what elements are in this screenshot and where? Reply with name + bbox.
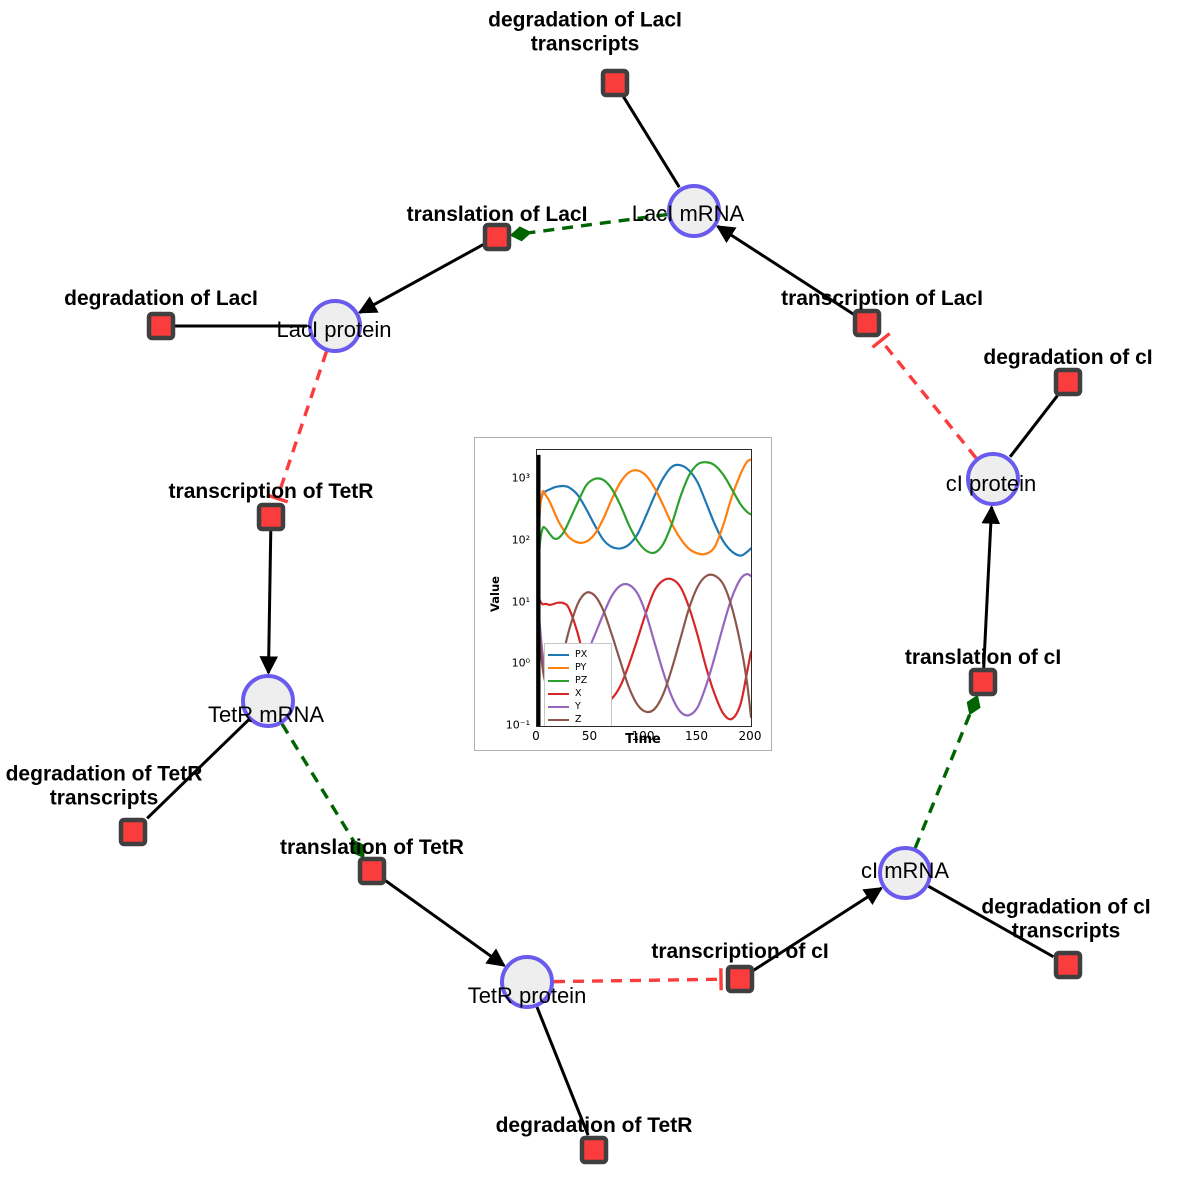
- species-node-tetr_protein[interactable]: [500, 955, 554, 1009]
- reaction-label-deg_tetr_transcripts: degradation of TetR transcripts: [5, 762, 203, 809]
- chart-series-X: [537, 577, 751, 721]
- edges-group: [146, 95, 1059, 1136]
- species-node-laci_mrna[interactable]: [667, 184, 721, 238]
- edge-reaction: [259, 530, 279, 675]
- reaction-node-deg_laci[interactable]: [146, 311, 176, 341]
- species-node-ci_mrna[interactable]: [878, 846, 932, 900]
- legend-swatch-X: [548, 692, 569, 695]
- species-label-tetr_mrna: TetR mRNA: [207, 702, 325, 727]
- reaction-node-deg_tetr_transcripts[interactable]: [118, 817, 148, 847]
- species-node-ci_protein[interactable]: [966, 452, 1020, 506]
- edge-plain: [927, 884, 1055, 959]
- species-node-laci_protein[interactable]: [308, 299, 362, 353]
- legend-swatch-PY: [548, 666, 569, 669]
- chart-legend-item-PZ: PZ: [548, 674, 608, 687]
- reaction-label-deg_ci: degradation of cI: [983, 346, 1153, 370]
- chart-xtick-2: 100: [631, 729, 655, 743]
- reaction-label-deg_tetr: degradation of TetR: [495, 1114, 693, 1138]
- chart-y-axis-label: Value: [487, 576, 502, 612]
- reaction-node-transcription_ci[interactable]: [725, 964, 755, 994]
- chart-legend-item-Z: Z: [548, 713, 608, 726]
- legend-label-PY: PY: [575, 661, 587, 673]
- reaction-label-translation_ci: translation of cI: [904, 646, 1062, 670]
- chart-series-PZ: [537, 461, 751, 647]
- chart-legend-item-Y: Y: [548, 700, 608, 713]
- reaction-label-deg_laci_transcripts: degradation of LacI transcripts: [488, 8, 682, 55]
- legend-label-PZ: PZ: [575, 674, 588, 686]
- reaction-label-deg_laci: degradation of LacI: [64, 287, 258, 311]
- inhibition-tbar: [871, 332, 891, 349]
- chart-legend-item-X: X: [548, 687, 608, 700]
- reaction-node-transcription_tetr[interactable]: [256, 502, 286, 532]
- edge-reaction: [715, 224, 855, 316]
- species-label-ci_mrna: cI mRNA: [861, 858, 949, 883]
- chart-xtick-0: 0: [532, 729, 540, 743]
- chart-ytick-4: 10³: [511, 471, 530, 485]
- chart-legend-item-PY: PY: [548, 661, 608, 674]
- edge-modifier: [509, 212, 668, 242]
- chart-legend: PX PY PZ X Y Z: [544, 643, 612, 726]
- chart-series-layer: [537, 454, 751, 726]
- chart-xtick-1: 50: [581, 729, 598, 743]
- reaction-node-translation_tetr[interactable]: [357, 856, 387, 886]
- legend-label-Z: Z: [575, 713, 582, 725]
- chart-ytick-3: 10²: [511, 533, 530, 547]
- reaction-node-translation_laci[interactable]: [482, 222, 512, 252]
- edge-reaction: [752, 886, 884, 972]
- reaction-label-deg_ci_transcripts: degradation of cI transcripts: [981, 895, 1151, 942]
- reaction-label-transcription_laci: transcription of LacI: [781, 287, 983, 311]
- reaction-node-translation_ci[interactable]: [968, 667, 998, 697]
- chart-series-PY: [537, 458, 751, 647]
- reaction-label-translation_laci: translation of LacI: [406, 203, 588, 227]
- inhibition-tbar: [266, 493, 289, 504]
- edge-inhibition: [275, 351, 329, 499]
- chart-xtick-3: 150: [685, 729, 708, 743]
- legend-swatch-PZ: [548, 679, 569, 682]
- legend-swatch-Z: [548, 718, 569, 721]
- legend-label-Y: Y: [575, 700, 581, 712]
- edge-inhibition: [879, 339, 978, 460]
- chart-legend-item-PX: PX: [548, 648, 608, 661]
- edge-reaction: [384, 879, 506, 967]
- reaction-label-transcription_tetr: transcription of TetR: [168, 480, 374, 504]
- edge-plain: [1008, 394, 1059, 458]
- chart-series-PX: [537, 463, 751, 647]
- species-node-tetr_mrna[interactable]: [241, 674, 295, 728]
- edge-modifier: [280, 723, 365, 859]
- legend-label-X: X: [575, 687, 582, 699]
- reaction-label-transcription_ci: transcription of cI: [651, 940, 829, 964]
- legend-swatch-Y: [548, 705, 569, 708]
- legend-label-PX: PX: [575, 648, 588, 660]
- inset-timecourse-plot: Value 10⁻¹ 10⁰ 10¹ 10² 10³ PX PY PZ X Y Z 0 50 100 1…: [474, 437, 772, 751]
- species-label-laci_protein: LacI protein: [276, 317, 392, 342]
- species-label-laci_mrna: LacI mRNA: [631, 201, 745, 226]
- chart-ytick-1: 10⁰: [511, 656, 530, 670]
- species-label-ci_protein: cI protein: [945, 471, 1037, 496]
- chart-ytick-0: 10⁻¹: [505, 718, 530, 732]
- reaction-label-translation_tetr: translation of TetR: [280, 836, 464, 860]
- chart-ytick-2: 10¹: [511, 595, 530, 609]
- edge-plain: [535, 1006, 590, 1136]
- reaction-node-transcription_laci[interactable]: [852, 308, 882, 338]
- edge-reaction: [357, 243, 484, 314]
- edge-plain: [146, 718, 250, 820]
- reaction-node-deg_ci[interactable]: [1053, 367, 1083, 397]
- edge-modifier: [913, 694, 981, 849]
- nodes-group: [118, 68, 1083, 1165]
- legend-swatch-PX: [548, 653, 569, 656]
- chart-x-axis-label: Time: [625, 732, 661, 747]
- chart-plot-area: PX PY PZ X Y Z: [536, 449, 752, 727]
- chart-xtick-4: 200: [738, 729, 762, 743]
- species-label-tetr_protein: TetR protein: [467, 983, 587, 1008]
- edge-plain: [622, 95, 681, 188]
- edge-reaction: [981, 505, 1001, 669]
- reaction-node-deg_laci_transcripts[interactable]: [600, 68, 630, 98]
- edge-inhibition: [553, 977, 722, 984]
- reaction-node-deg_tetr[interactable]: [579, 1135, 609, 1165]
- reaction-node-deg_ci_transcripts[interactable]: [1053, 950, 1083, 980]
